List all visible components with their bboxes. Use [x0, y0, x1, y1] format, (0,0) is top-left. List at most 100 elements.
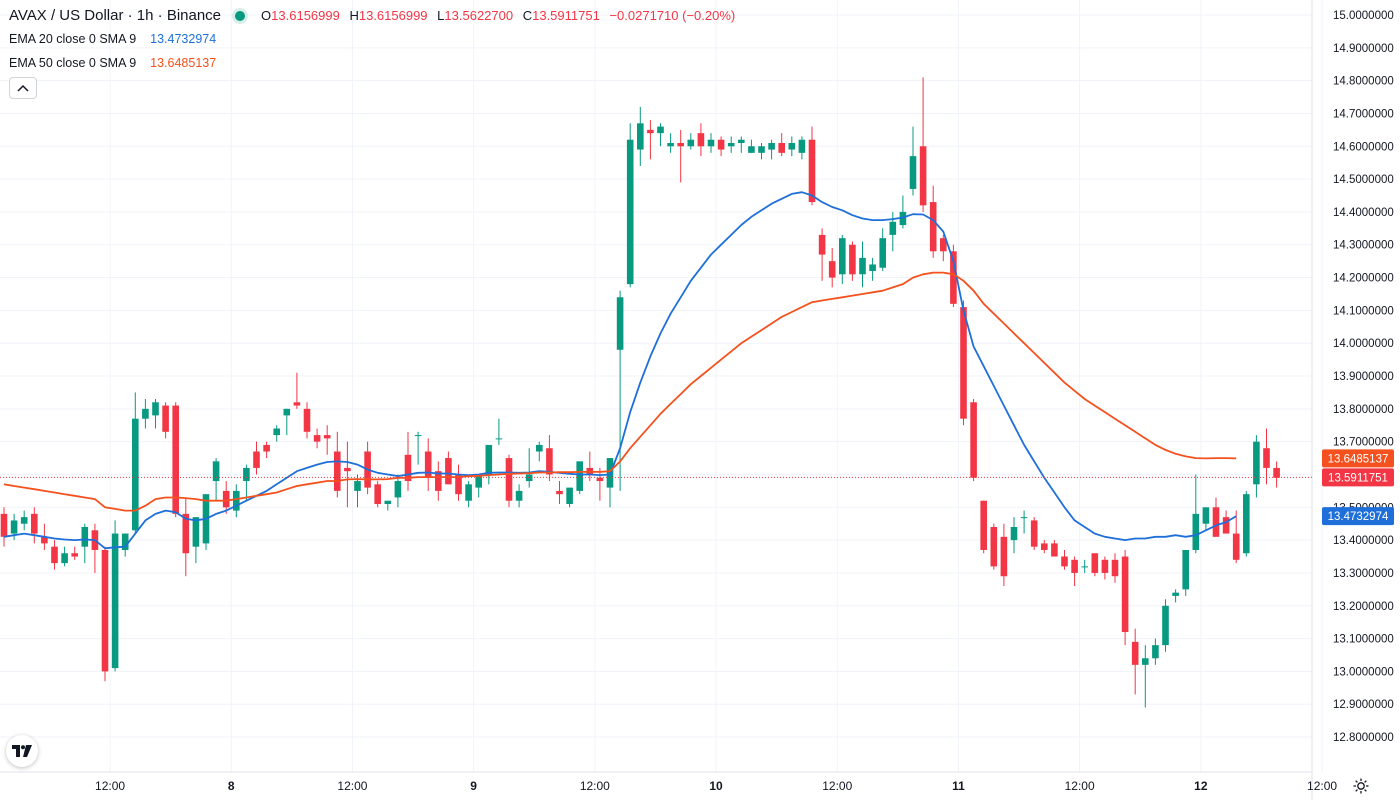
- candle: [768, 139, 775, 160]
- candle: [677, 129, 684, 183]
- candle-body: [990, 526, 998, 567]
- candle: [1041, 540, 1048, 554]
- candle-body: [61, 553, 68, 564]
- candle-body: [455, 474, 462, 495]
- candle: [596, 467, 604, 501]
- candle-body: [404, 454, 412, 482]
- open-label: O: [261, 8, 272, 23]
- candle-body: [717, 139, 725, 150]
- candle-body: [859, 257, 866, 275]
- candle: [1222, 510, 1230, 534]
- candle: [313, 428, 321, 449]
- y-tick-label: 14.5000000: [1333, 174, 1394, 186]
- candle: [1202, 507, 1210, 531]
- candle-body: [71, 553, 78, 557]
- candle: [91, 523, 99, 573]
- candle: [445, 451, 452, 485]
- candle: [839, 234, 846, 285]
- ema20-legend[interactable]: EMA 20 close 0 SMA 9 13.4732974: [9, 27, 735, 51]
- candle: [586, 451, 594, 482]
- candle-body: [748, 146, 755, 153]
- price-badge-bg: [1322, 468, 1394, 487]
- candle: [152, 398, 159, 429]
- candle-body: [1061, 556, 1068, 567]
- candle-body: [1212, 507, 1220, 537]
- candle: [334, 431, 341, 498]
- price-badge: 13.4732974: [1322, 507, 1394, 526]
- candle-body: [414, 435, 422, 437]
- candle: [505, 454, 513, 508]
- candle-body: [1041, 543, 1048, 550]
- candle-body: [889, 221, 897, 235]
- candle-body: [788, 142, 796, 150]
- candle-body: [950, 251, 957, 304]
- y-tick-label: 15.0000000: [1333, 10, 1394, 22]
- candle: [970, 398, 977, 482]
- candle-body: [1273, 467, 1280, 478]
- candle: [849, 241, 856, 281]
- gear-icon[interactable]: [1352, 777, 1370, 795]
- candle-body: [647, 129, 654, 134]
- candle: [1111, 553, 1119, 583]
- candle-body: [546, 448, 553, 475]
- candle: [1010, 517, 1018, 554]
- candle-body: [667, 142, 674, 147]
- candle-body: [505, 458, 513, 501]
- candle-body: [445, 458, 452, 485]
- candle: [869, 257, 876, 281]
- x-tick-label: 12:00: [1065, 779, 1095, 793]
- x-tick-label: 12:00: [1307, 779, 1337, 793]
- candle: [950, 244, 957, 308]
- candle: [1152, 638, 1159, 665]
- price-badge-label: 13.4732974: [1328, 511, 1389, 523]
- candle: [374, 481, 381, 508]
- tradingview-logo-icon[interactable]: [6, 735, 38, 767]
- candle-body: [899, 211, 907, 226]
- candle: [31, 507, 38, 544]
- candle: [1182, 549, 1189, 596]
- candle-body: [313, 435, 321, 442]
- candle: [980, 500, 987, 554]
- candle-body: [828, 261, 836, 278]
- candle: [182, 497, 190, 577]
- candle-body: [768, 142, 775, 150]
- candle: [788, 136, 796, 157]
- candle: [778, 133, 785, 157]
- y-tick-label: 14.9000000: [1333, 43, 1394, 55]
- ema50-line: [3, 271, 1237, 512]
- candle-body: [465, 484, 472, 501]
- candle: [1061, 549, 1068, 570]
- price-axis: 15.0000000 14.9000000 14.8000000 14.7000000…: [1333, 10, 1394, 744]
- candle: [566, 487, 573, 508]
- candle-body: [970, 402, 977, 478]
- candle: [828, 248, 836, 288]
- candle: [626, 123, 634, 288]
- price-badge: 13.5911751: [1322, 468, 1394, 487]
- candle-body: [1051, 543, 1058, 557]
- candle: [121, 533, 129, 557]
- candle-body: [637, 123, 644, 150]
- candle-body: [31, 513, 38, 534]
- collapse-legend-button[interactable]: [9, 77, 37, 99]
- candle-body: [566, 487, 573, 505]
- candle: [697, 123, 705, 157]
- candle: [940, 234, 947, 262]
- symbol-title[interactable]: AVAX / US Dollar · 1h · Binance: [9, 7, 222, 24]
- candle: [717, 136, 725, 157]
- candle-body: [849, 244, 856, 275]
- candle: [111, 520, 119, 672]
- y-tick-label: 14.1000000: [1333, 305, 1394, 317]
- y-tick-label: 13.3000000: [1333, 568, 1394, 580]
- ohlc-values: O13.6156999 H13.6156999 L13.5622700 C13.…: [255, 5, 735, 27]
- gear-glyph: [1353, 778, 1369, 794]
- y-tick-label: 14.2000000: [1333, 273, 1394, 285]
- market-open-dot-icon: [235, 11, 246, 21]
- candle-body: [758, 146, 765, 153]
- y-tick-label: 14.8000000: [1333, 76, 1394, 88]
- ema50-legend[interactable]: EMA 50 close 0 SMA 9 13.6485137: [9, 51, 735, 75]
- candle: [414, 431, 422, 465]
- candle: [0, 507, 8, 547]
- y-tick-label: 13.7000000: [1333, 437, 1394, 449]
- candle: [556, 481, 563, 505]
